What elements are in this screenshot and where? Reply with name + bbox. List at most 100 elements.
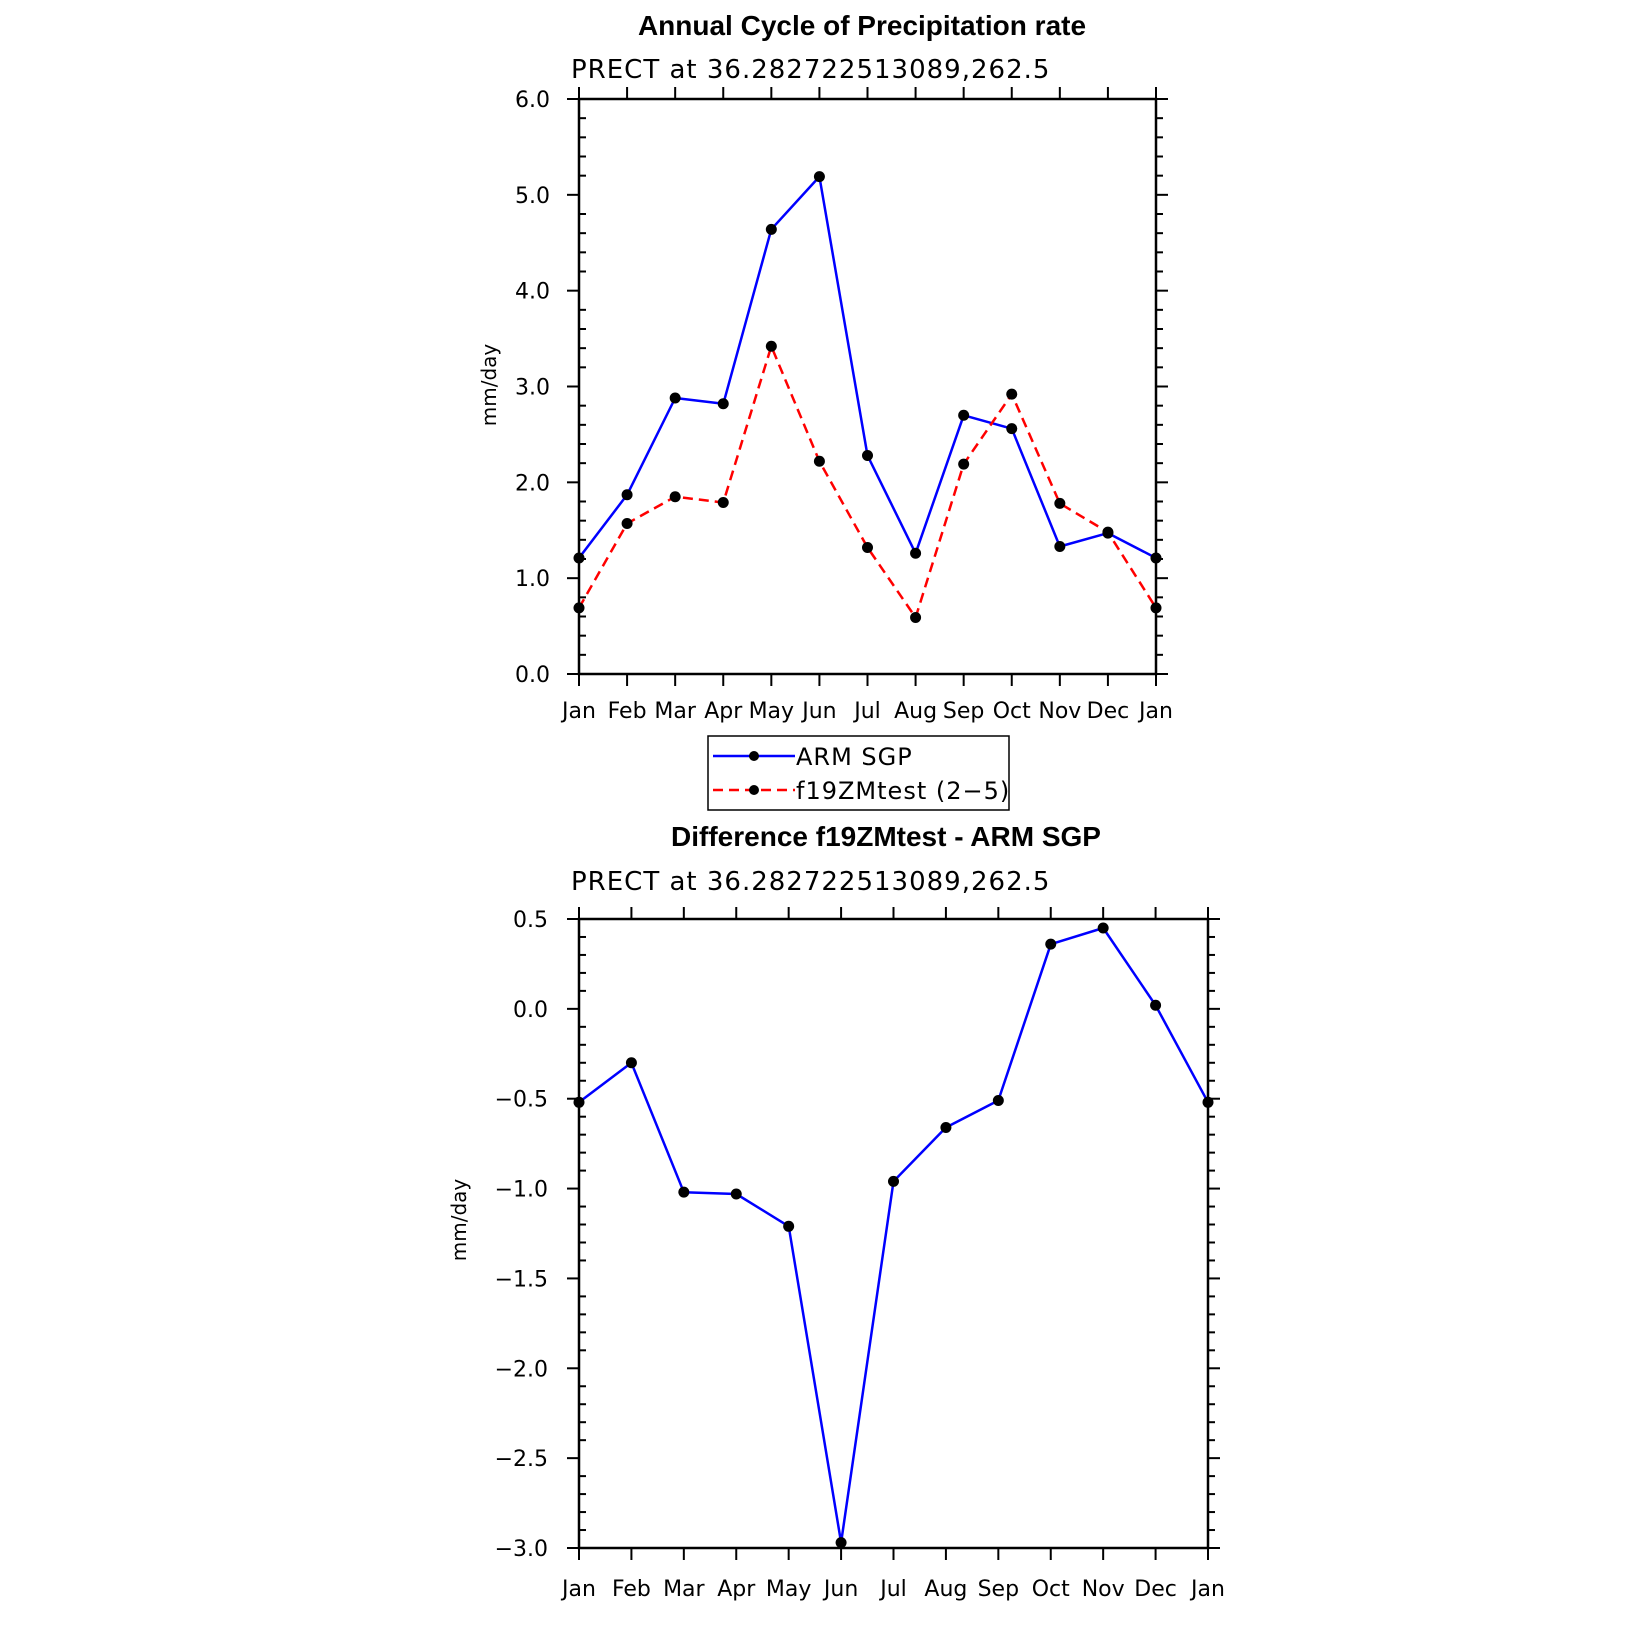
precip-ytick-label: 2.0 — [515, 471, 550, 496]
difference-series-0-point — [1202, 1096, 1214, 1108]
difference-series-0-point — [1150, 999, 1162, 1011]
difference-xtick-label: Jan — [1189, 1577, 1225, 1602]
difference-xtick-label: Nov — [1082, 1577, 1125, 1602]
precip-series-0-point — [862, 450, 873, 461]
precip-xtick-label: Jul — [852, 699, 881, 724]
precip-series-1-point — [621, 518, 633, 530]
precip-series-0-point — [669, 392, 681, 404]
precip-series-0-point — [573, 552, 585, 564]
difference-ytick-label: −1.5 — [495, 1267, 548, 1292]
difference-xtick-label: Jan — [560, 1577, 596, 1602]
legend-marker-f19zmtest — [749, 785, 759, 795]
difference-series-0-point — [940, 1121, 952, 1133]
difference-series-0-line — [578, 926, 1210, 1544]
precip-xtick-label: Sep — [943, 699, 984, 724]
precip-chart-title: Annual Cycle of Precipitation rate — [638, 10, 1086, 41]
difference-series-0-point — [1045, 938, 1057, 950]
difference-ytick-label: −2.5 — [495, 1447, 548, 1472]
difference-ytick-label: 0.5 — [513, 908, 548, 933]
difference-series-0-point — [730, 1188, 742, 1200]
precip-xtick-label: Jan — [560, 699, 596, 724]
precip-plot-frame — [577, 97, 1158, 676]
precip-series-0-point — [1150, 552, 1162, 564]
difference-series-0-point — [625, 1057, 637, 1069]
precip-xtick-label: Jun — [800, 699, 836, 724]
precip-xtick-label: Oct — [993, 699, 1031, 724]
difference-series-0-point — [573, 1096, 585, 1108]
legend-box — [707, 735, 1010, 811]
precip-chart-ylabel: mm/day — [477, 344, 501, 427]
legend: ARM SGP f19ZMtest (2−5) — [707, 735, 1010, 811]
difference-xtick-label: Jun — [822, 1577, 858, 1602]
difference-xtick-label: Apr — [717, 1577, 756, 1602]
precip-series-1-point — [669, 491, 681, 503]
difference-ytick-label: −0.5 — [495, 1088, 548, 1113]
difference-series-0-point — [678, 1186, 690, 1198]
legend-label-arm-sgp: ARM SGP — [796, 743, 913, 771]
difference-xtick-label: Mar — [663, 1577, 705, 1602]
difference-ytick-label: −2.0 — [495, 1357, 548, 1382]
precip-series-0-point — [621, 489, 633, 501]
difference-series-0-point — [835, 1537, 847, 1549]
precip-ytick-label: 0.0 — [515, 663, 550, 688]
precip-series-1-point — [573, 602, 585, 614]
precip-xtick-label: Dec — [1087, 699, 1130, 724]
precip-series-1-point — [765, 340, 777, 352]
precip-series-1-point — [1150, 602, 1162, 614]
precip-xtick-label: Nov — [1038, 699, 1081, 724]
difference-xtick-label: Jul — [878, 1577, 907, 1602]
difference-series-0-point — [1097, 922, 1109, 934]
precip-ytick-label: 5.0 — [515, 184, 550, 209]
precip-xtick-label: Feb — [608, 699, 647, 724]
legend-item-f19zmtest: f19ZMtest (2−5) — [713, 777, 1010, 805]
precip-ytick-label: 6.0 — [515, 88, 550, 113]
precip-xtick-label: Jan — [1137, 699, 1173, 724]
precip-xtick-label: Apr — [704, 699, 743, 724]
difference-chart-subtitle: PRECT at 36.282722513089,262.5 — [571, 867, 1050, 897]
difference-xtick-label: Dec — [1134, 1577, 1177, 1602]
precip-ytick-label: 1.0 — [515, 567, 550, 592]
precip-ytick-label: 3.0 — [515, 376, 550, 401]
difference-xtick-label: Feb — [612, 1577, 651, 1602]
precip-series-0-point — [717, 398, 729, 410]
precip-plot-area: 0.0 1.0 2.0 3.0 4.0 5.0 6.0 Jan Feb Mar Apr May Jun J… — [515, 87, 1173, 724]
difference-plot-frame — [577, 917, 1210, 1550]
difference-chart-ylabel: mm/day — [447, 1179, 471, 1262]
difference-series-0-point — [992, 1095, 1004, 1107]
precip-series-0-line — [578, 175, 1157, 560]
precip-series-1-point — [1102, 526, 1114, 538]
precip-series-1-line — [577, 345, 1158, 619]
precip-series-1-point — [717, 496, 729, 508]
difference-ytick-label: −3.0 — [495, 1537, 548, 1562]
difference-ytick-label: −1.0 — [495, 1178, 548, 1203]
precip-chart-subtitle: PRECT at 36.282722513089,262.5 — [571, 55, 1050, 85]
precip-xtick-label: Aug — [894, 699, 937, 724]
difference-chart: Difference f19ZMtest - ARM SGP PRECT at … — [447, 821, 1225, 1602]
precip-series-1-point — [958, 458, 970, 470]
difference-series-0-point — [783, 1220, 795, 1232]
precip-series-1-point — [910, 611, 922, 623]
precip-series-1-point — [1006, 388, 1018, 400]
difference-plot-area: −3.0 −2.5 −2.0 −1.5 −1.0 −0.5 0.0 0.5 Jan Feb Mar A… — [495, 907, 1225, 1602]
difference-xtick-label: Aug — [924, 1577, 967, 1602]
difference-xtick-label: May — [766, 1577, 811, 1602]
precip-ytick-label: 4.0 — [515, 280, 550, 305]
precip-series-0-point — [958, 409, 970, 421]
precip-series-1-point — [862, 542, 873, 553]
precip-chart: Annual Cycle of Precipitation rate PRECT… — [477, 10, 1173, 724]
difference-ytick-label: 0.0 — [513, 998, 548, 1023]
legend-item-arm-sgp: ARM SGP — [713, 743, 913, 771]
legend-label-f19zmtest: f19ZMtest (2−5) — [796, 777, 1010, 805]
precip-series-1-point — [1054, 497, 1066, 509]
precip-series-0-point — [910, 547, 922, 559]
precip-series-0-point — [765, 223, 777, 235]
precip-xtick-label: Mar — [654, 699, 696, 724]
difference-xtick-label: Oct — [1032, 1577, 1070, 1602]
precip-series-0-point — [1006, 423, 1018, 435]
precip-xtick-label: May — [749, 699, 794, 724]
legend-marker-arm-sgp — [749, 751, 759, 761]
precip-series-0-point — [1054, 541, 1066, 553]
difference-xtick-label: Sep — [978, 1577, 1019, 1602]
difference-series-0-point — [888, 1175, 899, 1187]
